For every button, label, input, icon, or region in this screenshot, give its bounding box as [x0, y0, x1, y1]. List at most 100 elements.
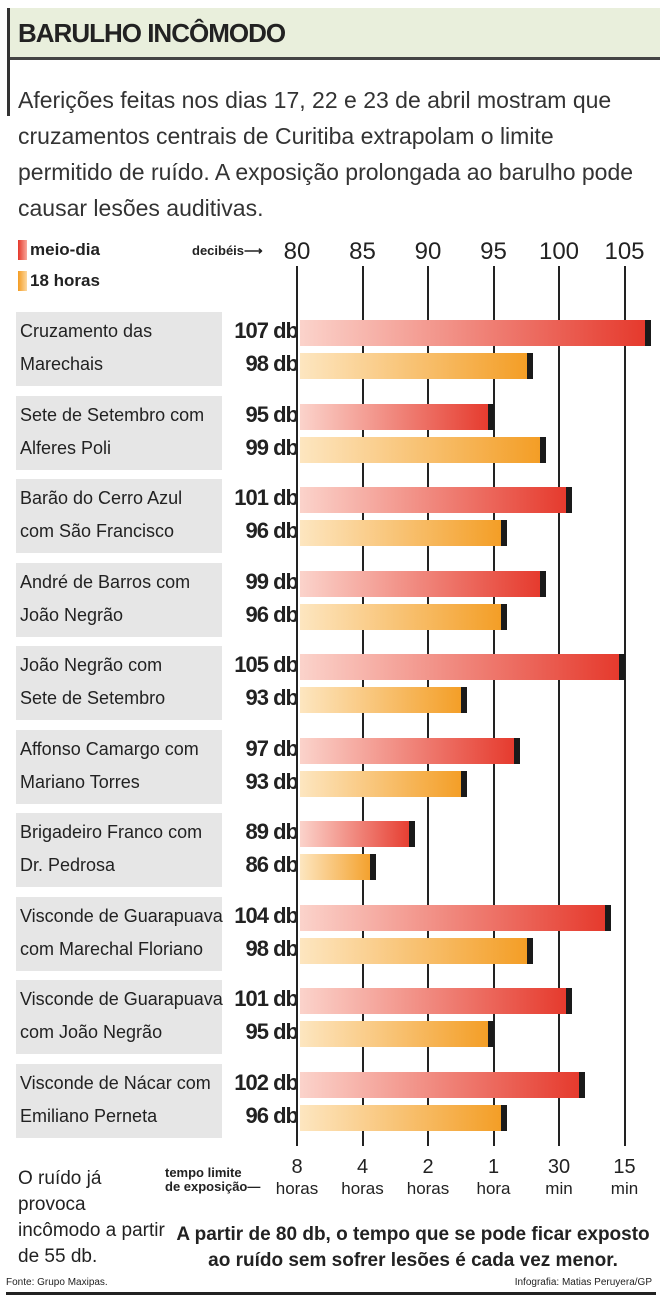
- accent-line: [7, 8, 10, 116]
- bar-end-cap: [500, 1104, 507, 1131]
- category-label: Alferes Poli: [20, 437, 112, 458]
- bar-end-cap: [605, 904, 612, 931]
- legend-swatch: [18, 240, 27, 260]
- category-box: [16, 562, 222, 637]
- bar-18-horas: [300, 1021, 494, 1047]
- category-label: Visconde de Guarapuava: [20, 905, 223, 926]
- tick-label: 85: [349, 238, 376, 265]
- data-label: 99 db: [245, 568, 299, 594]
- category-label: André de Barros com: [20, 571, 191, 592]
- time-unit: horas: [275, 1179, 319, 1198]
- category-label: Emiliano Perneta: [20, 1105, 158, 1126]
- category-label: Barão do Cerro Azul: [20, 488, 183, 508]
- data-label: 98 db: [245, 935, 299, 961]
- time-unit: hora: [476, 1179, 511, 1198]
- category-box: [16, 980, 222, 1054]
- source: Fonte: Grupo Maxipas.: [6, 1277, 108, 1288]
- time-tick: 15 min: [611, 1156, 638, 1200]
- bar-18-horas: [300, 436, 546, 463]
- bar-end-cap: [579, 1071, 586, 1098]
- category-box: [16, 646, 222, 720]
- header-band: [10, 8, 660, 60]
- gridline: [558, 266, 560, 1146]
- bar-end-cap: [500, 520, 507, 546]
- bar-end-cap: [539, 570, 546, 597]
- category-label: com São Francisco: [20, 521, 175, 541]
- bar-end-cap: [369, 854, 376, 880]
- bar-meio-dia: [300, 654, 625, 680]
- footer-text: A partir de 80 db, o tempo que se pode f…: [176, 1224, 650, 1271]
- bar-end-cap: [566, 487, 573, 513]
- bar-end-cap: [487, 403, 494, 430]
- category-label: Sete de Setembro com: [20, 404, 205, 425]
- legend-swatch: [18, 271, 27, 291]
- time-value: 8: [291, 1156, 303, 1178]
- data-label: 89 db: [245, 819, 299, 844]
- data-label: 86 db: [245, 852, 299, 877]
- data-label: 105 db: [234, 652, 299, 677]
- gridline: [296, 266, 298, 1146]
- time-tick: 30 min: [545, 1156, 572, 1200]
- category-label: com Marechal Floriano: [20, 938, 204, 959]
- category-box: [16, 395, 222, 470]
- bar-end-cap: [500, 603, 507, 630]
- data-label: 96 db: [245, 1102, 299, 1128]
- data-label: 107 db: [234, 318, 299, 343]
- data-label: 98 db: [245, 351, 299, 376]
- category-label: Brigadeiro Franco com: [20, 822, 203, 842]
- bar-end-cap: [461, 770, 468, 797]
- note: O ruído já provoca incômodo a partir de …: [18, 1168, 165, 1267]
- legend-label: 18 horas: [30, 271, 100, 290]
- category-label: Mariano Torres: [20, 771, 140, 792]
- bar-meio-dia: [300, 1071, 586, 1098]
- bar-18-horas: [300, 854, 376, 880]
- time-unit: min: [545, 1179, 573, 1198]
- data-label: 99 db: [245, 434, 299, 460]
- bar-meio-dia: [300, 821, 415, 847]
- time-tick: 4 horas: [341, 1156, 384, 1200]
- category-label: Affonso Camargo com: [20, 738, 199, 759]
- time-unit: min: [610, 1179, 639, 1198]
- category-label: Visconde de Guarapuava: [20, 989, 223, 1009]
- time-value: 15: [613, 1156, 636, 1178]
- axis-label: decibéis⟶: [192, 243, 263, 258]
- time-unit: horas: [341, 1179, 384, 1198]
- time-value: 2: [422, 1156, 434, 1178]
- bar-end-cap: [408, 821, 415, 847]
- category-box: [16, 1063, 222, 1138]
- legend-18-horas: 18 horas: [18, 271, 100, 291]
- tick-label: 100: [538, 238, 580, 265]
- data-label: 101 db: [234, 485, 299, 510]
- category-label: Dr. Pedrosa: [20, 855, 116, 875]
- chart-title: BARULHO INCÔMODO: [18, 18, 286, 48]
- data-label: 93 db: [245, 768, 299, 794]
- data-label: 95 db: [245, 1019, 299, 1044]
- bar-end-cap: [487, 1021, 494, 1047]
- legend-meio-dia: meio-dia: [18, 240, 100, 260]
- bar-meio-dia: [300, 570, 546, 597]
- credit: Infografia: Matias Peruyera/GP: [514, 1277, 652, 1288]
- gridline: [492, 266, 495, 1146]
- bar-18-horas: [300, 937, 533, 964]
- bar-meio-dia: [300, 403, 494, 430]
- tick-label: 95: [480, 238, 507, 265]
- data-label: 104 db: [234, 902, 299, 928]
- axis-label-text: decibéis: [192, 243, 245, 258]
- bar-end-cap: [526, 937, 533, 964]
- time-value: 30: [547, 1156, 571, 1178]
- tick-label: 90: [414, 238, 442, 265]
- bar-end-cap: [461, 687, 468, 713]
- bar-meio-dia: [300, 988, 573, 1014]
- time-label-line: tempo limite: [165, 1165, 242, 1180]
- bar-end-cap: [513, 737, 520, 764]
- bar-18-horas: [300, 353, 533, 379]
- bar-18-horas: [300, 520, 507, 546]
- bar-meio-dia: [300, 904, 612, 931]
- category-label: Cruzamento das: [20, 321, 153, 341]
- category-box: [16, 479, 222, 553]
- data-label: 97 db: [245, 735, 299, 761]
- category-label: João Negrão: [20, 604, 124, 625]
- time-tick: 8 horas: [276, 1156, 319, 1200]
- data-label: 96 db: [245, 601, 299, 627]
- bar-end-cap: [644, 320, 651, 346]
